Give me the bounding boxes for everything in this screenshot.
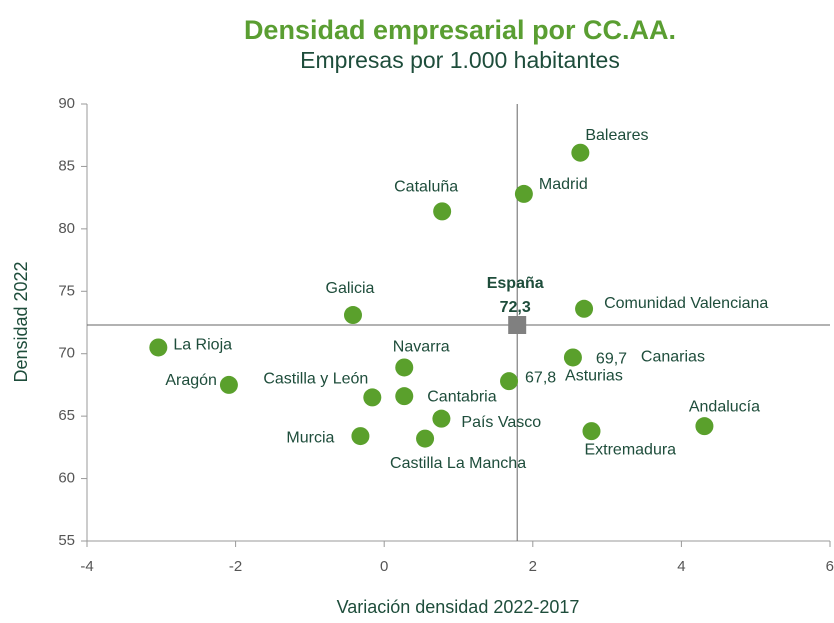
point-label: Castilla La Mancha — [390, 455, 526, 472]
point-label: Canarias — [641, 349, 705, 366]
reference-label: España — [487, 275, 544, 292]
reference-point — [508, 315, 527, 334]
x-tick-label: 4 — [677, 558, 685, 575]
point — [582, 422, 601, 441]
point — [571, 143, 590, 162]
point — [514, 184, 533, 203]
reference-value-label: 72,3 — [500, 299, 531, 316]
point-label: Navarra — [393, 339, 450, 356]
point-label: Castilla y León — [263, 371, 368, 388]
chart-subtitle: Empresas por 1.000 habitantes — [300, 47, 620, 73]
y-tick-label: 55 — [58, 532, 75, 549]
point — [395, 358, 414, 377]
y-tick-label: 80 — [58, 220, 75, 237]
value-label: 69,7 — [596, 351, 627, 368]
x-tick-label: -2 — [229, 558, 242, 575]
x-tick-label: -4 — [80, 558, 93, 575]
chart-title: Densidad empresarial por CC.AA. — [244, 15, 676, 45]
point-label: Galicia — [326, 280, 375, 297]
x-tick-label: 0 — [380, 558, 388, 575]
point — [219, 375, 238, 394]
point-label: La Rioja — [173, 337, 232, 354]
point — [149, 338, 168, 357]
point — [500, 372, 519, 391]
y-tick-label: 65 — [58, 407, 75, 424]
point-label: Madrid — [539, 176, 588, 193]
x-tick-label: 6 — [826, 558, 834, 575]
point — [575, 299, 594, 318]
y-tick-label: 70 — [58, 345, 75, 362]
y-tick-label: 75 — [58, 282, 75, 299]
point — [563, 348, 582, 367]
point-label: Baleares — [585, 127, 648, 144]
x-tick-label: 2 — [529, 558, 537, 575]
point-label: Aragón — [165, 372, 217, 389]
y-tick-label: 60 — [58, 470, 75, 487]
value-label: 67,8 — [525, 369, 556, 386]
point — [343, 306, 362, 325]
point — [433, 202, 452, 221]
point-label: Cataluña — [394, 179, 458, 196]
point-label: Andalucía — [689, 398, 760, 415]
point — [416, 429, 435, 448]
point-label: Extremadura — [584, 441, 676, 458]
point-label: Cantabria — [427, 388, 496, 405]
point — [432, 409, 451, 428]
point-label: Murcia — [286, 429, 334, 446]
y-axis-label: Densidad 2022 — [11, 261, 31, 382]
point-label: País Vasco — [461, 414, 541, 431]
point — [363, 388, 382, 407]
point-label: Comunidad Valenciana — [604, 295, 768, 312]
point — [351, 427, 370, 446]
y-tick-label: 90 — [58, 95, 75, 112]
point — [695, 417, 714, 436]
x-axis-label: Variación densidad 2022-2017 — [337, 597, 580, 617]
point-label: Asturias — [565, 367, 623, 384]
y-tick-label: 85 — [58, 157, 75, 174]
point — [395, 387, 414, 406]
